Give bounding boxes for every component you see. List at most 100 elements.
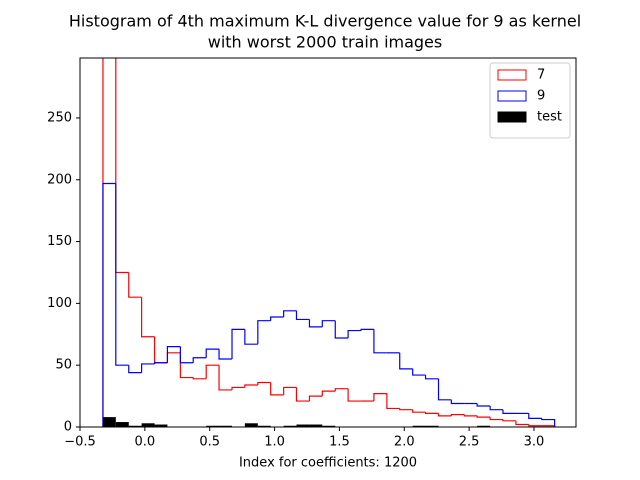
- histogram-step: [295, 310, 310, 321]
- histogram-step: [541, 418, 556, 427]
- x-axis-label: Index for coefficients: 1200: [239, 456, 417, 471]
- histogram-step: [463, 414, 478, 417]
- histogram-step: [412, 368, 426, 376]
- histogram-step: [179, 346, 194, 364]
- histogram-step: [205, 364, 220, 379]
- x-tick-label: 3.0: [524, 435, 545, 450]
- histogram-step: [437, 413, 452, 417]
- histogram-step: [141, 297, 155, 338]
- histogram-step: [218, 349, 233, 360]
- x-tick-label: −0.5: [64, 435, 96, 450]
- histogram-step: [128, 365, 142, 374]
- histogram-step: [153, 336, 168, 364]
- histogram-step: [528, 413, 542, 419]
- histogram-step: [270, 382, 284, 396]
- histogram-step: [502, 409, 516, 415]
- histogram-step: [128, 272, 142, 298]
- histogram-bar: [477, 425, 491, 427]
- x-tick-label: 1.0: [264, 435, 285, 450]
- histogram-step: [334, 320, 349, 339]
- histogram-step: [450, 399, 465, 405]
- x-tick-label: 0.5: [199, 435, 220, 450]
- histogram-step: [244, 384, 258, 388]
- histogram-step: [489, 405, 503, 411]
- histogram-step: [283, 310, 297, 317]
- chart-title: with worst 2000 train images: [208, 33, 442, 52]
- histogram-step: [192, 377, 207, 380]
- histogram-step: [102, 58, 104, 427]
- y-tick-label: 0: [64, 420, 72, 435]
- histogram-step: [115, 58, 129, 274]
- histogram-bar: [115, 422, 129, 427]
- histogram-step: [412, 409, 426, 413]
- histogram-bar: [309, 424, 323, 427]
- legend-label: 7: [537, 68, 545, 83]
- x-tick-label: 0.0: [135, 435, 156, 450]
- histogram-step: [489, 417, 503, 421]
- x-tick-label: 2.5: [459, 435, 480, 450]
- histogram-step: [424, 412, 439, 415]
- histogram-bar: [244, 423, 258, 427]
- histogram-bar: [102, 417, 116, 427]
- y-tick-label: 100: [47, 296, 72, 311]
- histogram-step: [515, 420, 529, 426]
- histogram-step: [321, 320, 336, 327]
- histogram-step: [373, 393, 387, 402]
- histogram-step: [270, 316, 284, 321]
- histogram-step: [528, 424, 542, 427]
- legend-swatch: [497, 111, 527, 123]
- histogram-bar: [206, 425, 220, 427]
- axes-frame: [79, 57, 577, 428]
- y-tick-label: 150: [47, 234, 72, 249]
- histogram-step: [476, 415, 491, 418]
- legend-label: test: [537, 110, 562, 125]
- histogram-step: [231, 386, 245, 390]
- histogram-step: [115, 183, 129, 366]
- histogram-bar: [283, 425, 297, 427]
- histogram-step: [437, 378, 452, 401]
- legend-swatch: [497, 90, 527, 102]
- histogram-step: [502, 419, 516, 422]
- y-tick-label: 250: [47, 110, 72, 125]
- histogram-step: [360, 328, 374, 331]
- histogram-bar: [257, 425, 271, 427]
- histogram-step: [192, 357, 207, 363]
- plot-area: [102, 58, 556, 427]
- legend-label: 9: [537, 89, 545, 104]
- y-tick-label: 200: [47, 172, 72, 187]
- histogram-step: [179, 352, 194, 379]
- histogram-step: [166, 346, 181, 363]
- histogram-step: [450, 414, 465, 416]
- histogram-step: [231, 328, 245, 360]
- histogram-bar: [425, 425, 439, 427]
- histogram-step: [141, 363, 155, 373]
- histogram-bar: [296, 424, 310, 427]
- histogram-step: [283, 386, 297, 395]
- chart-title: Histogram of 4th maximum K-L divergence …: [69, 12, 581, 31]
- histogram-step: [257, 381, 271, 385]
- histogram-step: [244, 329, 258, 345]
- histogram-bar: [412, 425, 426, 427]
- histogram-step: [153, 362, 168, 364]
- y-tick-label: 50: [55, 358, 72, 373]
- histogram-bar: [154, 424, 168, 427]
- histogram-bar: [128, 425, 142, 427]
- histogram-step: [399, 352, 413, 370]
- histogram-step: [347, 329, 362, 338]
- histogram-step: [399, 408, 413, 411]
- x-tick-label: 1.5: [329, 435, 350, 450]
- histogram-step: [321, 390, 336, 397]
- histogram-step: [373, 329, 387, 354]
- histogram-step: [386, 393, 400, 410]
- histogram-step: [102, 182, 116, 427]
- histogram-step: [308, 395, 323, 402]
- histogram-step: [334, 388, 349, 392]
- histogram-step: [218, 365, 233, 391]
- histogram-step: [205, 348, 220, 358]
- histogram-step: [424, 375, 439, 380]
- histogram-step: [295, 387, 310, 402]
- histogram-step: [308, 319, 323, 328]
- x-tick-label: 2.0: [394, 435, 415, 450]
- histogram-step: [347, 388, 362, 402]
